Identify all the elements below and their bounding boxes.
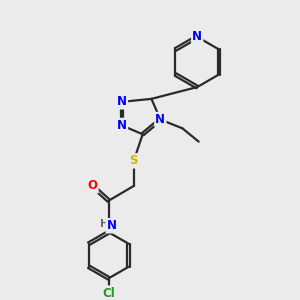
Text: Cl: Cl <box>102 286 115 300</box>
Text: S: S <box>130 154 138 167</box>
Text: N: N <box>155 113 165 126</box>
Text: N: N <box>106 219 117 232</box>
Text: H: H <box>100 219 109 229</box>
Text: N: N <box>117 95 127 108</box>
Text: N: N <box>117 119 127 132</box>
Text: O: O <box>88 179 98 192</box>
Text: N: N <box>192 30 202 44</box>
